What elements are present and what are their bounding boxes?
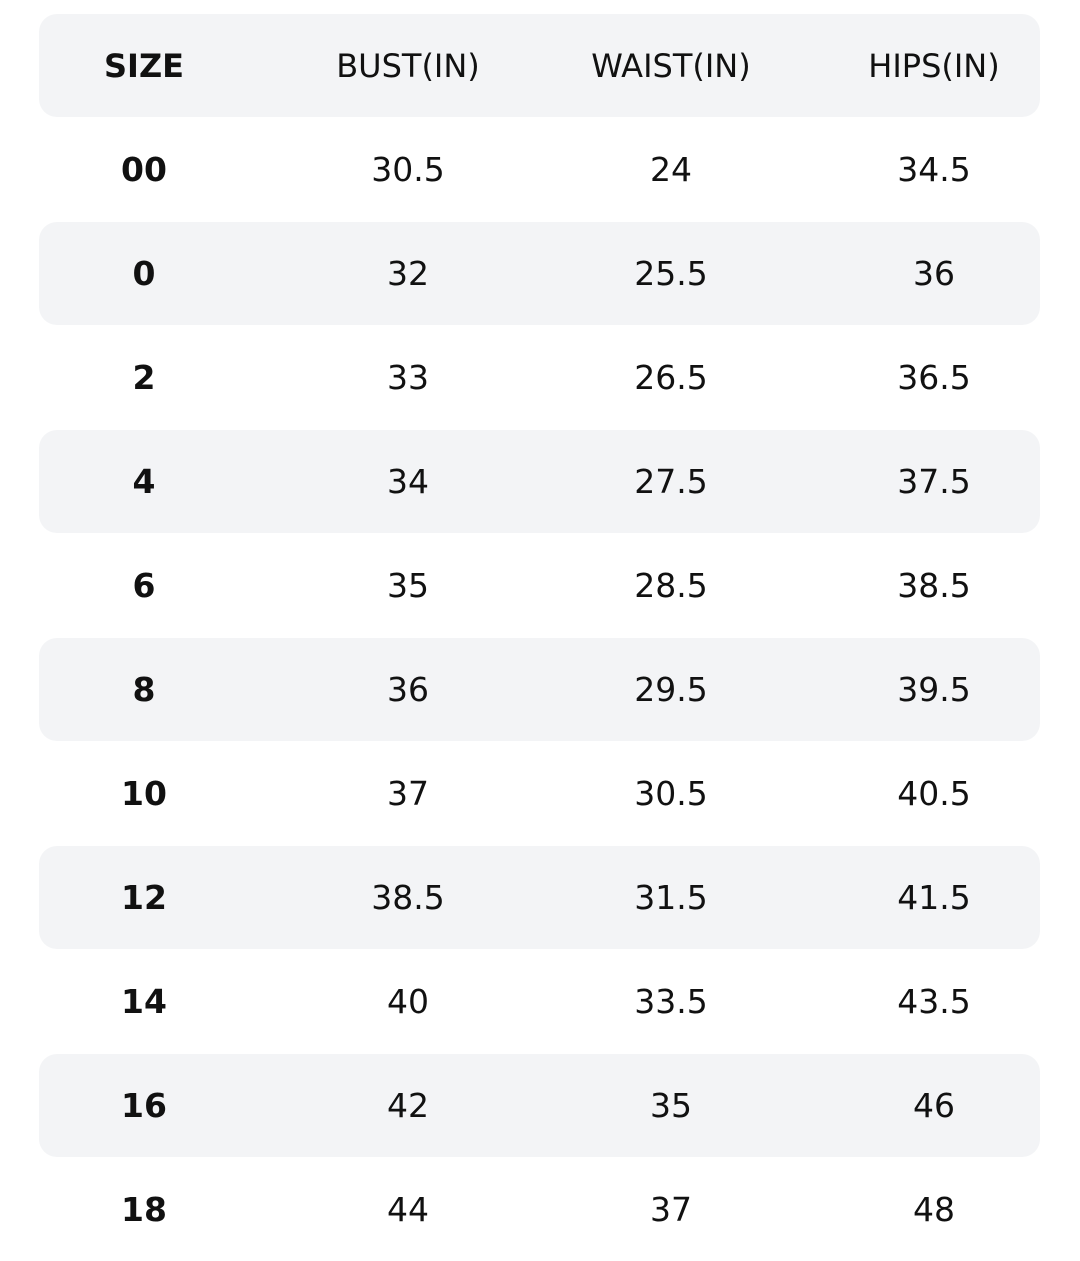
table-row: 4 34 27.5 37.5 xyxy=(39,430,1040,533)
size-cell: 2 xyxy=(132,358,156,397)
value-cell: 37 xyxy=(650,1190,692,1229)
table-row: 2 33 26.5 36.5 xyxy=(39,326,1040,429)
value-cell: 30.5 xyxy=(634,774,708,813)
value-cell: 36 xyxy=(913,254,955,293)
size-cell: 0 xyxy=(132,254,156,293)
value-cell: 48 xyxy=(913,1190,955,1229)
size-cell: 18 xyxy=(121,1190,167,1229)
value-cell: 35 xyxy=(387,566,429,605)
value-cell: 42 xyxy=(387,1086,429,1125)
size-cell: 10 xyxy=(121,774,167,813)
value-cell: 30.5 xyxy=(371,150,445,189)
value-cell: 37 xyxy=(387,774,429,813)
size-cell: 16 xyxy=(121,1086,167,1125)
table-row: 0 32 25.5 36 xyxy=(39,222,1040,325)
value-cell: 38.5 xyxy=(371,878,445,917)
value-cell: 27.5 xyxy=(634,462,708,501)
table-row: 10 37 30.5 40.5 xyxy=(39,742,1040,845)
value-cell: 36.5 xyxy=(897,358,971,397)
value-cell: 39.5 xyxy=(897,670,971,709)
value-cell: 29.5 xyxy=(634,670,708,709)
size-cell: 00 xyxy=(121,150,167,189)
size-cell: 6 xyxy=(132,566,156,605)
value-cell: 34 xyxy=(387,462,429,501)
value-cell: 31.5 xyxy=(634,878,708,917)
value-cell: 33.5 xyxy=(634,982,708,1021)
size-cell: 4 xyxy=(132,462,156,501)
value-cell: 44 xyxy=(387,1190,429,1229)
value-cell: 25.5 xyxy=(634,254,708,293)
header-cell: HIPS(IN) xyxy=(868,46,1000,85)
value-cell: 41.5 xyxy=(897,878,971,917)
value-cell: 24 xyxy=(650,150,692,189)
value-cell: 40.5 xyxy=(897,774,971,813)
value-cell: 46 xyxy=(913,1086,955,1125)
table-row: 14 40 33.5 43.5 xyxy=(39,950,1040,1053)
table-row: 8 36 29.5 39.5 xyxy=(39,638,1040,741)
value-cell: 37.5 xyxy=(897,462,971,501)
value-cell: 43.5 xyxy=(897,982,971,1021)
header-row: SIZE BUST(IN) WAIST(IN) HIPS(IN) xyxy=(39,14,1040,117)
size-cell: 8 xyxy=(132,670,156,709)
header-cell: BUST(IN) xyxy=(336,46,480,85)
value-cell: 40 xyxy=(387,982,429,1021)
value-cell: 38.5 xyxy=(897,566,971,605)
header-cell: SIZE xyxy=(103,46,184,85)
table-row: 16 42 35 46 xyxy=(39,1054,1040,1157)
table-row: 6 35 28.5 38.5 xyxy=(39,534,1040,637)
value-cell: 26.5 xyxy=(634,358,708,397)
value-cell: 32 xyxy=(387,254,429,293)
table-row: 12 38.5 31.5 41.5 xyxy=(39,846,1040,949)
value-cell: 34.5 xyxy=(897,150,971,189)
size-cell: 12 xyxy=(121,878,167,917)
header-cell: WAIST(IN) xyxy=(591,46,751,85)
value-cell: 33 xyxy=(387,358,429,397)
table-row: 00 30.5 24 34.5 xyxy=(39,118,1040,221)
value-cell: 35 xyxy=(650,1086,692,1125)
table-row: 18 44 37 48 xyxy=(39,1158,1040,1261)
size-cell: 14 xyxy=(121,982,167,1021)
value-cell: 36 xyxy=(387,670,429,709)
value-cell: 28.5 xyxy=(634,566,708,605)
